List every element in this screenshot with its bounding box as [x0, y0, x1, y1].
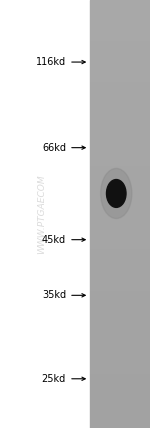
Text: 45kd: 45kd	[42, 235, 66, 245]
Bar	[90, 0, 150, 428]
Text: 66kd: 66kd	[42, 143, 66, 153]
Ellipse shape	[106, 180, 126, 208]
Text: WWW.PTGAECOM: WWW.PTGAECOM	[38, 174, 46, 254]
Ellipse shape	[101, 169, 132, 218]
Text: 25kd: 25kd	[42, 374, 66, 384]
Text: 35kd: 35kd	[42, 290, 66, 300]
Text: 116kd: 116kd	[36, 57, 66, 67]
